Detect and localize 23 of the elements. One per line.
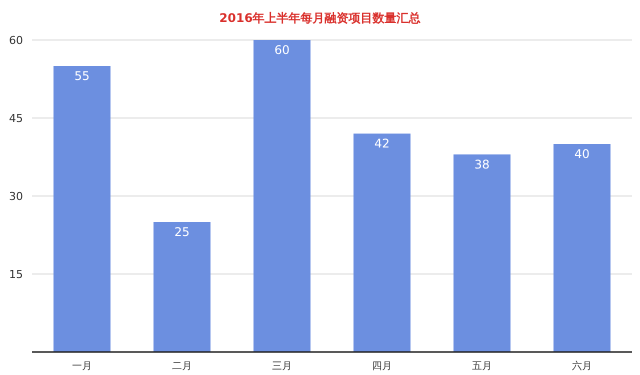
data-label: 55 — [74, 69, 90, 83]
data-label: 25 — [174, 225, 190, 239]
bar — [554, 144, 610, 352]
x-tick-label: 二月 — [172, 361, 192, 372]
x-tick-label: 三月 — [272, 361, 292, 372]
data-label: 60 — [274, 43, 290, 57]
x-tick-label: 四月 — [372, 361, 392, 372]
y-tick-label: 45 — [9, 112, 23, 125]
bar — [354, 134, 410, 352]
x-tick-label: 五月 — [472, 361, 492, 372]
y-tick-label: 30 — [9, 190, 23, 203]
bar — [254, 40, 310, 352]
x-tick-label: 六月 — [572, 360, 592, 372]
bar — [54, 66, 110, 352]
chart-title: 2016年上半年每月融资项目数量汇总 — [219, 11, 422, 25]
y-tick-label: 60 — [9, 34, 23, 47]
bar — [454, 154, 510, 352]
data-label: 38 — [474, 157, 490, 172]
bar — [154, 222, 210, 352]
data-label: 42 — [374, 136, 390, 151]
y-tick-label: 15 — [9, 268, 23, 281]
x-tick-label: 一月 — [72, 361, 92, 372]
data-label: 40 — [574, 147, 590, 161]
